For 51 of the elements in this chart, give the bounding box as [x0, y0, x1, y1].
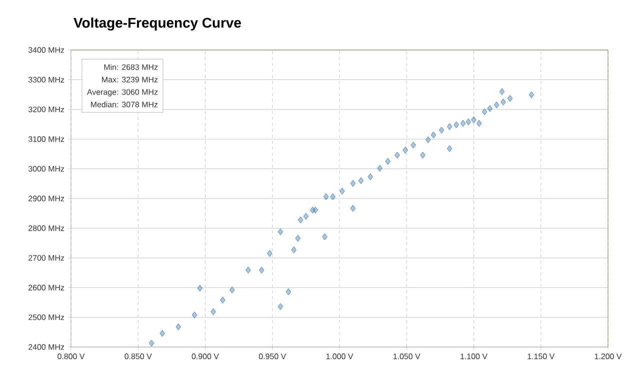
point: [482, 108, 488, 116]
point: [460, 120, 466, 127]
point: [246, 266, 251, 274]
point: [494, 102, 500, 108]
point: [160, 330, 165, 337]
point: [176, 323, 181, 330]
point: [197, 284, 202, 292]
point: [298, 216, 304, 224]
point: [330, 193, 336, 200]
point: [291, 246, 296, 254]
point: [322, 233, 328, 240]
point: [446, 145, 452, 152]
point: [286, 288, 292, 296]
point: [148, 340, 154, 347]
point: [377, 164, 382, 172]
point: [466, 118, 471, 126]
point: [295, 234, 300, 242]
point: [499, 88, 505, 95]
point: [350, 180, 356, 187]
point: [430, 132, 436, 138]
point: [210, 308, 216, 316]
point: [438, 126, 444, 134]
point: [220, 296, 226, 304]
point: [471, 116, 476, 124]
point: [192, 312, 198, 318]
point: [303, 212, 309, 220]
point: [230, 286, 235, 294]
point: [350, 204, 356, 212]
point: [312, 206, 318, 214]
point: [402, 146, 408, 154]
point: [394, 152, 400, 159]
point: [340, 188, 345, 194]
point: [410, 142, 416, 148]
point: [267, 250, 272, 257]
point: [368, 173, 373, 180]
point: [278, 228, 284, 236]
point: [420, 152, 426, 159]
point: [446, 123, 452, 130]
point: [500, 98, 506, 106]
point: [278, 303, 284, 310]
point: [323, 193, 329, 200]
point: [476, 120, 482, 127]
point: [528, 91, 534, 98]
point: [358, 177, 364, 184]
chart-title: Voltage-Frequency Curve: [74, 17, 241, 31]
point: [507, 95, 513, 102]
point: [259, 266, 264, 274]
point: [454, 121, 459, 128]
point: [385, 158, 390, 165]
point: [426, 136, 431, 144]
point: [487, 105, 492, 112]
